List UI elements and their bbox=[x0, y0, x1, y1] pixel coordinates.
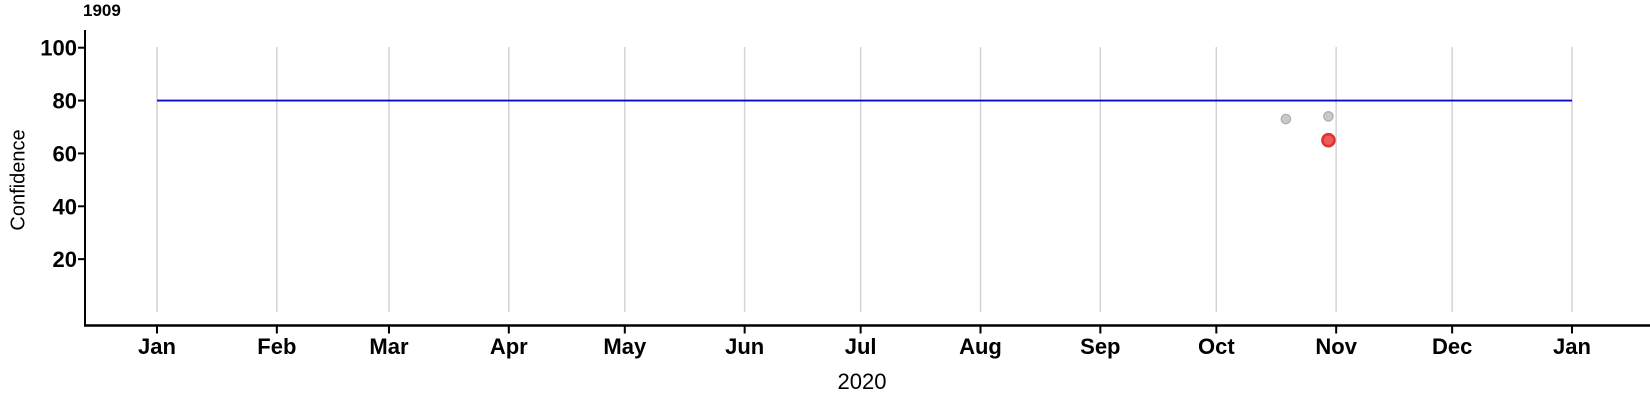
x-tick-label: Jan bbox=[1553, 334, 1591, 359]
data-point-selected-point[interactable] bbox=[1321, 132, 1336, 148]
x-tick-label: May bbox=[603, 334, 647, 359]
y-tick-label: 20 bbox=[53, 247, 77, 272]
x-tick-label: Nov bbox=[1315, 334, 1357, 359]
y-tick-label: 100 bbox=[40, 36, 77, 61]
data-point-candidate-points[interactable] bbox=[1280, 113, 1292, 125]
x-tick-label: Jun bbox=[725, 334, 764, 359]
x-tick-label: Jul bbox=[845, 334, 877, 359]
y-tick-label: 60 bbox=[53, 141, 77, 166]
x-tick-label: Dec bbox=[1432, 334, 1472, 359]
x-tick-label: Jan bbox=[138, 334, 176, 359]
y-tick-label: 80 bbox=[53, 89, 77, 114]
x-tick-label: Oct bbox=[1198, 334, 1235, 359]
data-point-candidate-points[interactable] bbox=[1323, 111, 1334, 122]
x-tick-label: Mar bbox=[369, 334, 409, 359]
x-tick-label: Aug bbox=[959, 334, 1002, 359]
x-tick-label: Apr bbox=[490, 334, 528, 359]
x-tick-label: Sep bbox=[1080, 334, 1120, 359]
x-tick-label: Feb bbox=[257, 334, 296, 359]
x-axis-year-label: 2020 bbox=[837, 369, 887, 394]
y-tick-label: 40 bbox=[53, 194, 77, 219]
chart-title: 1909 bbox=[83, 1, 121, 20]
